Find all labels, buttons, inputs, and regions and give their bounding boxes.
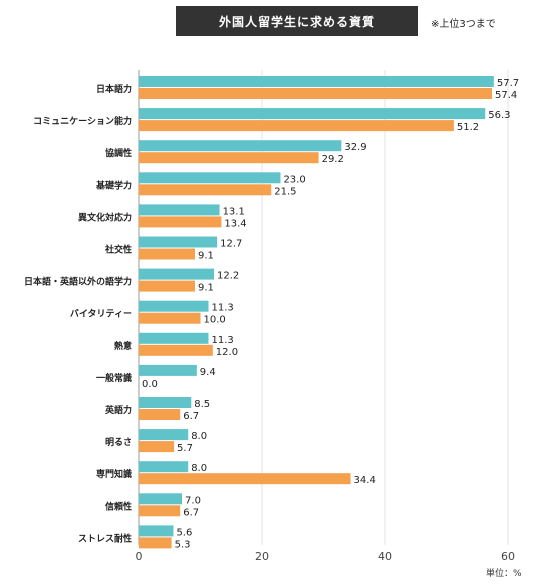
- bar-series-1: [139, 76, 494, 87]
- bar-series-2: [139, 120, 454, 132]
- bar-series-2: [139, 505, 181, 517]
- bar-series-1: [139, 108, 486, 120]
- x-tick-label: 0: [136, 550, 143, 563]
- category-label: コミュニケーション能力: [33, 115, 132, 127]
- value-label: 9.1: [198, 251, 214, 262]
- value-label: 21.5: [274, 186, 296, 197]
- bar-series-1: [139, 493, 183, 505]
- category-label: ストレス耐性: [78, 532, 132, 544]
- value-label: 8.0: [191, 463, 207, 474]
- value-label: 6.7: [183, 411, 199, 422]
- category-label: 一般常識: [96, 372, 132, 384]
- bar-series-1: [139, 332, 209, 344]
- category-label: 熱意: [114, 340, 132, 352]
- value-label: 5.3: [175, 539, 191, 550]
- category-label: 信頼性: [105, 500, 132, 512]
- bar-series-1: [139, 429, 189, 441]
- category-label: 異文化対応力: [78, 211, 132, 223]
- category-label: 専門知識: [96, 468, 132, 480]
- chart-title: 外国人留学生に求める資質: [176, 6, 418, 36]
- unit-label: 単位：%: [486, 569, 522, 579]
- chart-note: ※上位3つまで: [431, 19, 496, 30]
- value-label: 51.2: [457, 122, 479, 133]
- value-label: 32.9: [344, 142, 366, 153]
- bar-series-2: [139, 312, 201, 324]
- bar-series-2: [139, 216, 222, 228]
- category-label: 基礎学力: [95, 179, 132, 191]
- bar-series-2: [139, 184, 272, 196]
- category-label: バイタリティー: [70, 308, 132, 320]
- category-label: 日本語力: [96, 83, 132, 95]
- value-label: 34.4: [354, 475, 376, 486]
- bar-series-1: [139, 300, 209, 312]
- category-label: 明るさ: [105, 437, 132, 448]
- value-label: 9.4: [200, 367, 216, 378]
- value-label: 11.3: [211, 303, 233, 314]
- bar-series-1: [139, 461, 189, 473]
- x-tick-label: 60: [501, 550, 515, 563]
- value-label: 12.2: [217, 271, 239, 282]
- value-label: 8.0: [191, 431, 207, 442]
- bar-series-2: [139, 280, 195, 292]
- value-label: 0.0: [142, 379, 158, 390]
- value-label: 7.0: [185, 495, 201, 506]
- bar-series-2: [139, 152, 319, 164]
- value-label: 8.5: [194, 399, 210, 410]
- x-tick-label: 20: [255, 550, 269, 563]
- value-label: 12.0: [216, 347, 238, 358]
- value-label: 6.7: [183, 507, 199, 518]
- category-label: 英語力: [104, 404, 132, 416]
- bar-series-2: [139, 473, 351, 485]
- bar-series-2: [139, 344, 213, 356]
- bar-series-2: [139, 409, 181, 420]
- bar-series-1: [139, 364, 197, 376]
- bar-series-1: [139, 140, 342, 152]
- value-label: 13.4: [224, 218, 246, 229]
- value-label: 12.7: [220, 239, 242, 250]
- value-label: 29.2: [322, 154, 344, 165]
- bar-series-1: [139, 268, 215, 280]
- value-label: 56.3: [488, 110, 510, 121]
- bar-series-2: [139, 88, 493, 99]
- value-label: 11.3: [211, 335, 233, 346]
- bar-series-1: [139, 397, 192, 408]
- bar-series-1: [139, 525, 174, 537]
- category-label: 社交性: [104, 244, 132, 256]
- bar-series-2: [139, 441, 175, 453]
- bar-series-1: [139, 172, 281, 184]
- category-label: 協調性: [105, 147, 132, 159]
- bar-series-2: [139, 537, 172, 549]
- value-label: 23.0: [283, 174, 305, 185]
- value-label: 57.4: [495, 90, 517, 101]
- value-label: 57.7: [497, 78, 519, 89]
- x-tick-label: 40: [378, 550, 392, 563]
- value-label: 13.1: [223, 206, 245, 217]
- value-label: 10.0: [204, 315, 226, 326]
- value-label: 9.1: [198, 283, 214, 294]
- bar-series-2: [139, 248, 195, 260]
- category-label: 日本語・英語以外の語学力: [24, 276, 132, 288]
- bar-series-1: [139, 204, 220, 216]
- value-label: 5.6: [176, 527, 192, 538]
- value-label: 5.7: [177, 443, 193, 454]
- bar-series-1: [139, 236, 218, 248]
